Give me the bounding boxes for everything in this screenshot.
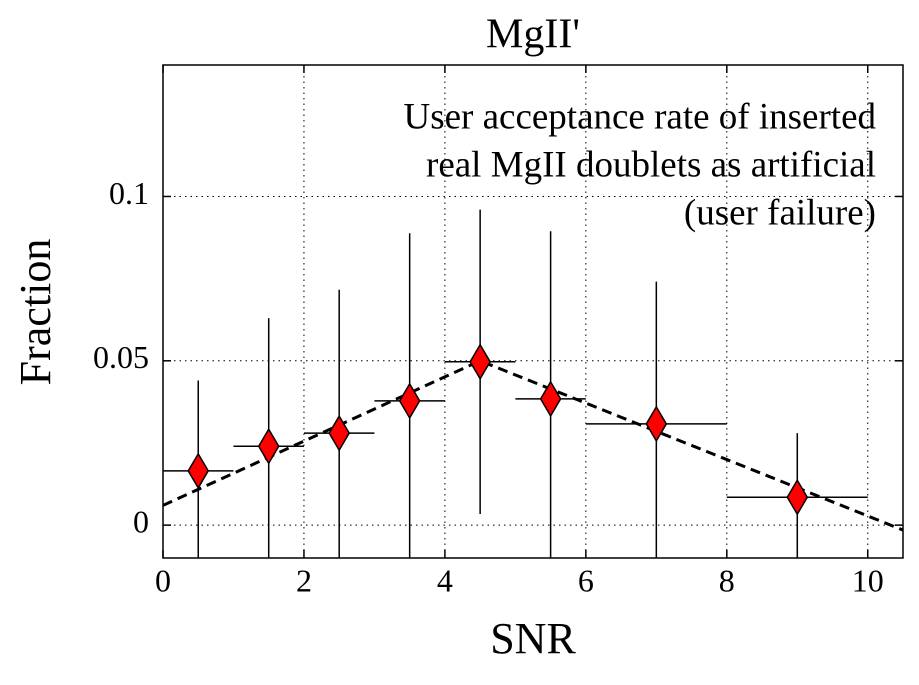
marker: [398, 382, 421, 420]
marker: [786, 478, 809, 516]
x-tick-label: 8: [719, 562, 735, 598]
annotation: User acceptance rate of inserted: [404, 96, 877, 137]
x-tick-label: 2: [296, 562, 312, 598]
marker: [469, 343, 492, 381]
marker: [187, 452, 210, 490]
y-axis-label: Fraction: [11, 239, 60, 386]
chart-title: MgII': [486, 12, 580, 58]
plot-area: [163, 209, 903, 558]
marker: [539, 380, 562, 418]
marker: [645, 405, 668, 443]
annotation: (user failure): [684, 192, 876, 233]
x-tick-label: 0: [155, 562, 171, 598]
x-tick-label: 6: [578, 562, 594, 598]
y-tick-label: 0.1: [109, 175, 149, 211]
plot-frame: [162, 64, 904, 559]
marker: [257, 427, 280, 465]
x-axis-label: SNR: [490, 614, 576, 663]
annotation: real MgII doublets as artificial: [426, 144, 876, 185]
y-tick-label: 0.05: [93, 339, 149, 375]
marker: [328, 414, 351, 452]
x-tick-label: 10: [852, 562, 884, 598]
y-tick-label: 0: [133, 503, 149, 539]
x-tick-label: 4: [437, 562, 453, 598]
